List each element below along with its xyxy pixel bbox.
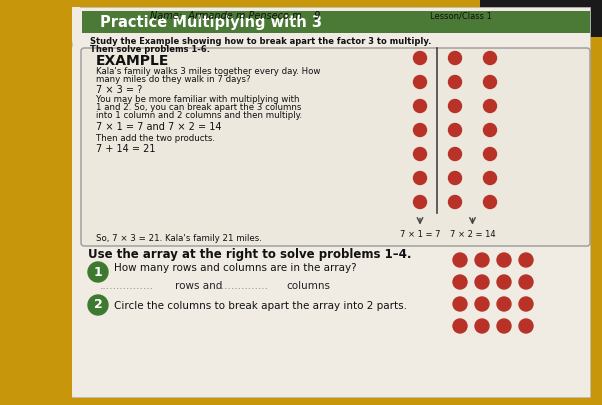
Text: Then solve problems 1-6.: Then solve problems 1-6. — [90, 45, 210, 54]
Text: Study the Example showing how to break apart the factor 3 to multiply.: Study the Example showing how to break a… — [90, 37, 432, 46]
Circle shape — [483, 148, 497, 161]
Circle shape — [414, 124, 426, 137]
Text: 7 × 1 = 7 and 7 × 2 = 14: 7 × 1 = 7 and 7 × 2 = 14 — [96, 122, 222, 132]
Circle shape — [448, 172, 462, 185]
Text: rows and: rows and — [175, 280, 222, 290]
Circle shape — [475, 319, 489, 333]
Text: Circle the columns to break apart the array into 2 parts.: Circle the columns to break apart the ar… — [114, 300, 407, 310]
Circle shape — [497, 319, 511, 333]
Text: EXAMPLE: EXAMPLE — [96, 54, 169, 68]
Circle shape — [88, 262, 108, 282]
Circle shape — [483, 76, 497, 89]
Circle shape — [448, 124, 462, 137]
Text: Practice Multiplying with 3: Practice Multiplying with 3 — [100, 15, 322, 30]
Circle shape — [497, 254, 511, 267]
Text: How many rows and columns are in the array?: How many rows and columns are in the arr… — [114, 262, 356, 272]
FancyBboxPatch shape — [81, 49, 590, 246]
Text: Then add the two products.: Then add the two products. — [96, 134, 215, 143]
Circle shape — [519, 275, 533, 289]
Text: ................: ................ — [215, 280, 269, 290]
Circle shape — [448, 148, 462, 161]
Circle shape — [475, 275, 489, 289]
Circle shape — [519, 319, 533, 333]
Text: columns: columns — [286, 280, 330, 290]
Text: Name:  Armande m Penseco m    9: Name: Armande m Penseco m 9 — [150, 11, 320, 21]
Circle shape — [414, 148, 426, 161]
Circle shape — [448, 100, 462, 113]
Circle shape — [483, 172, 497, 185]
Text: 1: 1 — [94, 265, 102, 278]
Circle shape — [497, 275, 511, 289]
Circle shape — [483, 124, 497, 137]
Circle shape — [414, 100, 426, 113]
Text: many miles do they walk in 7 days?: many miles do they walk in 7 days? — [96, 75, 250, 84]
Text: Use the array at the right to solve problems 1–4.: Use the array at the right to solve prob… — [88, 247, 412, 260]
Text: So, 7 × 3 = 21. Kala's family 21 miles.: So, 7 × 3 = 21. Kala's family 21 miles. — [96, 233, 262, 243]
Text: Kala's family walks 3 miles together every day. How: Kala's family walks 3 miles together eve… — [96, 67, 320, 76]
Text: 7 × 2 = 14: 7 × 2 = 14 — [450, 230, 495, 239]
Polygon shape — [72, 8, 90, 397]
Text: 7 × 3 = ?: 7 × 3 = ? — [96, 85, 142, 95]
Circle shape — [448, 76, 462, 89]
Text: You may be more familiar with multiplying with: You may be more familiar with multiplyin… — [96, 95, 300, 104]
Circle shape — [475, 254, 489, 267]
Polygon shape — [72, 8, 590, 397]
Text: 1 and 2. So, you can break apart the 3 columns: 1 and 2. So, you can break apart the 3 c… — [96, 103, 302, 112]
Circle shape — [483, 196, 497, 209]
FancyBboxPatch shape — [480, 0, 602, 38]
Circle shape — [88, 295, 108, 315]
Text: 2: 2 — [94, 298, 102, 311]
Circle shape — [448, 196, 462, 209]
Circle shape — [483, 100, 497, 113]
Circle shape — [453, 319, 467, 333]
Text: 7 × 1 = 7: 7 × 1 = 7 — [400, 230, 440, 239]
Circle shape — [414, 196, 426, 209]
Circle shape — [414, 172, 426, 185]
Circle shape — [414, 76, 426, 89]
Circle shape — [475, 297, 489, 311]
Text: into 1 column and 2 columns and then multiply.: into 1 column and 2 columns and then mul… — [96, 111, 302, 120]
Text: Lesson/Class 1: Lesson/Class 1 — [430, 11, 492, 20]
Text: 7 + 14 = 21: 7 + 14 = 21 — [96, 144, 155, 153]
Circle shape — [414, 52, 426, 65]
Circle shape — [453, 297, 467, 311]
Circle shape — [453, 275, 467, 289]
Circle shape — [519, 297, 533, 311]
Circle shape — [497, 297, 511, 311]
Circle shape — [483, 52, 497, 65]
Circle shape — [453, 254, 467, 267]
Text: ................: ................ — [100, 280, 154, 290]
FancyBboxPatch shape — [82, 12, 590, 34]
Circle shape — [448, 52, 462, 65]
Circle shape — [519, 254, 533, 267]
